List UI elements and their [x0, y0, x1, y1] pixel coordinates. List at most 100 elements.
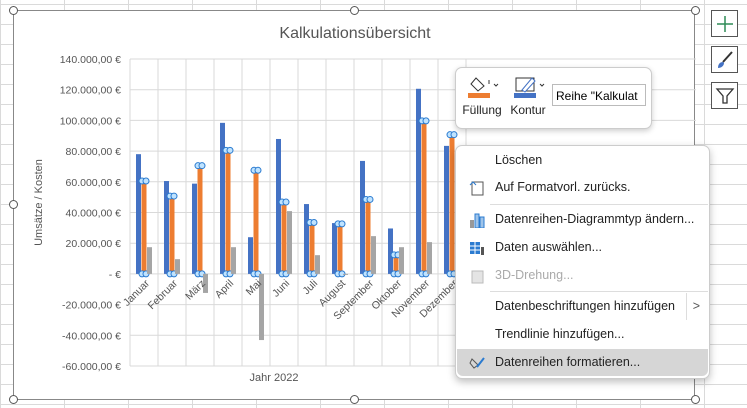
- fill-button[interactable]: Füllung: [462, 74, 502, 117]
- y-tick-label: 60.000,00 €: [66, 177, 122, 189]
- bar-februar: [169, 196, 175, 274]
- x-tick-label: April: [213, 278, 236, 301]
- x-tick-label: Februar: [146, 277, 181, 312]
- bar-juni: [276, 138, 281, 274]
- resize-handle[interactable]: [350, 6, 359, 15]
- bar-november: [421, 120, 427, 274]
- menu-label: Trendlinie hinzufügen...: [495, 327, 625, 341]
- y-tick-label: 120.000,00 €: [60, 85, 121, 97]
- bar-juni: [281, 202, 287, 274]
- menu-item-select-data[interactable]: Daten auswählen...: [457, 234, 708, 261]
- menu-item-change-chart-type[interactable]: Datenreihen-Diagrammtyp ändern...: [457, 206, 708, 233]
- x-tick-label: Juli: [300, 278, 320, 298]
- bar-september: [371, 236, 376, 274]
- resize-handle[interactable]: [691, 6, 700, 15]
- selection-handle: [198, 162, 206, 170]
- resize-handle[interactable]: [9, 200, 18, 209]
- bar-august: [337, 223, 343, 274]
- selection-handle: [282, 198, 290, 206]
- bar-september: [360, 160, 365, 274]
- y-tick-label: 100.000,00 €: [60, 115, 121, 127]
- bar-oktober: [399, 247, 404, 274]
- menu-label: 3D-Drehung...: [495, 268, 574, 282]
- selection-handle: [450, 131, 458, 139]
- selection-handle: [310, 218, 318, 226]
- bar-august: [332, 223, 337, 274]
- resize-handle[interactable]: [9, 6, 18, 15]
- resize-handle[interactable]: [691, 395, 700, 404]
- resize-handle[interactable]: [9, 395, 18, 404]
- pen-outline-icon: [514, 77, 545, 98]
- chart-styles-button[interactable]: [711, 46, 738, 73]
- y-tick-label: - €: [109, 269, 121, 281]
- menu-label: Datenreihen formatieren...: [495, 355, 641, 369]
- chart-elements-button[interactable]: [711, 10, 738, 37]
- x-tick-label: Juni: [270, 278, 292, 300]
- y-tick-label: 40.000,00 €: [66, 208, 122, 220]
- bar-april: [231, 247, 236, 274]
- y-tick-label: 140.000,00 €: [60, 54, 121, 66]
- select-data-icon: [470, 242, 484, 255]
- bar-januar: [147, 247, 152, 274]
- selection-handle: [338, 220, 346, 228]
- bar-januar: [136, 154, 141, 274]
- selection-handle: [422, 117, 430, 125]
- y-tick-label: 20.000,00 €: [66, 238, 122, 250]
- brush-icon: [717, 50, 733, 68]
- bar-dezember: [449, 134, 455, 274]
- bar-februar: [175, 259, 180, 274]
- bar-februar: [164, 181, 169, 274]
- bar-märz: [192, 183, 197, 274]
- chart-title: Kalkulationsübersicht: [279, 25, 431, 42]
- bar-april: [220, 122, 225, 274]
- bar-dezember: [444, 145, 449, 274]
- bar-oktober: [393, 254, 399, 274]
- menu-item-reset-style[interactable]: Auf Formatvorl. zurücks.: [457, 174, 708, 201]
- bar-mai: [248, 237, 253, 274]
- reset-style-icon: [469, 181, 484, 196]
- menu-label: Auf Formatvorl. zurücks.: [495, 180, 631, 194]
- selection-handle: [366, 195, 374, 203]
- bar-juli: [315, 255, 320, 274]
- context-menu: Löschen Auf Formatvorl. zurücks. Datenre…: [455, 145, 710, 379]
- bar-april: [225, 150, 231, 274]
- chart-type-icon: [470, 213, 485, 228]
- bar-oktober: [388, 228, 393, 274]
- x-axis-title: Jahr 2022: [250, 372, 299, 384]
- bar-märz: [197, 165, 203, 274]
- selection-handle: [226, 146, 234, 154]
- selection-handle: [254, 166, 262, 174]
- bar-september: [365, 199, 371, 274]
- menu-label: Datenbeschriftungen hinzufügen: [495, 299, 675, 313]
- resize-handle[interactable]: [350, 395, 359, 404]
- selection-handle: [170, 192, 178, 200]
- plus-icon: [716, 15, 733, 32]
- menu-separator: [490, 291, 708, 292]
- menu-item-delete[interactable]: Löschen: [457, 147, 708, 174]
- y-axis-title: Umsätze / Kosten: [33, 159, 45, 246]
- y-tick-label: -60.000,00 €: [62, 361, 121, 373]
- bar-november: [416, 88, 421, 274]
- mini-toolbar: Füllung Kontur Reihe "Kalkulat: [455, 67, 652, 129]
- series-select-value: Reihe "Kalkulat: [556, 89, 638, 103]
- chart-filters-button[interactable]: [711, 82, 738, 109]
- bar-juli: [304, 204, 309, 274]
- bar-mai: [259, 273, 264, 341]
- menu-item-format-series[interactable]: Datenreihen formatieren...: [457, 349, 708, 376]
- submenu-arrow-icon: >: [685, 293, 700, 320]
- menu-item-add-data-labels[interactable]: Datenbeschriftungen hinzufügen >: [457, 293, 708, 320]
- bar-mai: [253, 170, 259, 274]
- menu-item-add-trendline[interactable]: Trendlinie hinzufügen...: [457, 321, 708, 348]
- bar-november: [427, 242, 432, 274]
- paint-bucket-icon: [468, 77, 499, 98]
- outline-button[interactable]: Kontur: [508, 74, 548, 117]
- bar-januar: [141, 181, 147, 274]
- format-series-icon: [469, 357, 485, 369]
- fill-label: Füllung: [462, 103, 502, 117]
- bar-august: [343, 273, 348, 275]
- menu-separator: [490, 204, 708, 205]
- series-select[interactable]: Reihe "Kalkulat: [552, 84, 646, 106]
- menu-label: Löschen: [495, 153, 543, 167]
- bar-märz: [203, 273, 208, 293]
- outline-label: Kontur: [510, 103, 546, 117]
